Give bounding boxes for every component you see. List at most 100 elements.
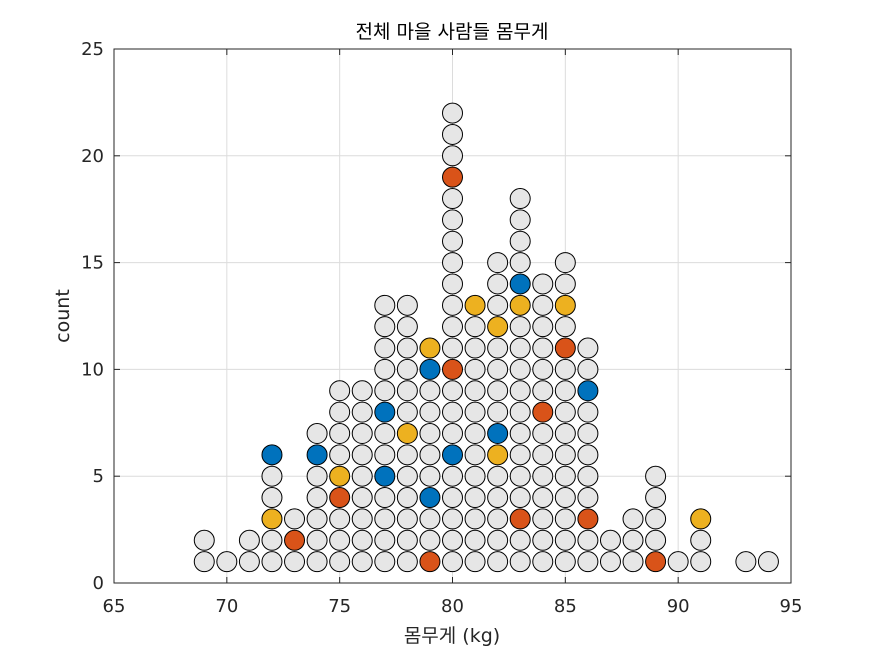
data-point-yellow xyxy=(487,444,509,466)
data-point xyxy=(509,529,531,551)
data-point xyxy=(554,358,576,380)
data-point xyxy=(509,337,531,359)
data-point xyxy=(554,273,576,295)
data-point xyxy=(487,273,509,295)
data-point xyxy=(487,337,509,359)
data-point xyxy=(554,551,576,573)
data-point xyxy=(532,444,554,466)
data-point xyxy=(396,401,418,423)
data-point xyxy=(577,465,599,487)
data-point xyxy=(577,401,599,423)
data-point xyxy=(442,294,463,316)
data-point xyxy=(261,529,283,551)
data-point xyxy=(532,465,554,487)
data-point xyxy=(487,380,509,402)
data-point xyxy=(396,337,418,359)
data-point xyxy=(509,252,531,274)
data-point xyxy=(645,465,667,487)
y-tick-label: 5 xyxy=(93,466,104,487)
data-point xyxy=(690,529,712,551)
data-point xyxy=(487,529,509,551)
x-tick-label: 85 xyxy=(554,596,577,617)
data-point xyxy=(351,444,373,466)
x-tick-label: 75 xyxy=(328,596,351,617)
data-point xyxy=(487,508,509,530)
data-point xyxy=(419,529,441,551)
y-tick-label: 20 xyxy=(81,146,104,167)
data-point xyxy=(306,422,328,444)
data-point xyxy=(374,444,396,466)
data-point xyxy=(532,337,554,359)
data-point xyxy=(442,252,463,274)
data-point xyxy=(509,380,531,402)
data-point xyxy=(351,422,373,444)
data-point-yellow xyxy=(464,294,486,316)
data-point-orange xyxy=(554,337,576,359)
data-point xyxy=(532,508,554,530)
data-point xyxy=(216,551,238,573)
data-point xyxy=(577,337,599,359)
data-point xyxy=(509,422,531,444)
data-point xyxy=(487,401,509,423)
data-point xyxy=(396,465,418,487)
data-point-orange xyxy=(577,508,599,530)
data-point-yellow xyxy=(396,422,418,444)
data-point xyxy=(464,465,486,487)
data-point xyxy=(442,551,463,573)
data-point xyxy=(464,380,486,402)
data-point xyxy=(442,380,463,402)
chart-title: 전체 마을 사람들 몸무게 xyxy=(356,21,549,43)
data-point xyxy=(442,487,463,509)
data-point-blue xyxy=(419,358,441,380)
data-point xyxy=(464,316,486,338)
data-point xyxy=(238,529,260,551)
data-point xyxy=(577,422,599,444)
y-tick-label: 0 xyxy=(93,573,104,594)
data-point xyxy=(509,188,531,210)
data-point xyxy=(532,316,554,338)
data-point xyxy=(351,529,373,551)
data-point xyxy=(622,508,644,530)
data-point xyxy=(442,422,463,444)
data-point xyxy=(442,316,463,338)
data-point xyxy=(554,508,576,530)
data-point xyxy=(396,487,418,509)
data-point xyxy=(351,487,373,509)
data-point xyxy=(351,551,373,573)
data-point xyxy=(554,422,576,444)
data-point xyxy=(442,145,463,167)
data-point xyxy=(261,465,283,487)
data-point xyxy=(351,380,373,402)
data-point xyxy=(577,529,599,551)
data-point xyxy=(419,401,441,423)
data-point xyxy=(238,551,260,573)
data-point xyxy=(261,487,283,509)
data-point xyxy=(419,465,441,487)
data-point xyxy=(645,529,667,551)
data-point-blue xyxy=(419,487,441,509)
y-tick-label: 15 xyxy=(81,253,104,274)
data-point xyxy=(464,529,486,551)
data-point xyxy=(464,551,486,573)
data-point xyxy=(419,444,441,466)
data-point xyxy=(329,508,351,530)
data-point-orange xyxy=(509,508,531,530)
data-point xyxy=(329,551,351,573)
data-point xyxy=(442,230,463,252)
data-point xyxy=(464,337,486,359)
data-point xyxy=(374,508,396,530)
data-point xyxy=(351,401,373,423)
data-point xyxy=(329,401,351,423)
data-point xyxy=(532,380,554,402)
data-point xyxy=(645,487,667,509)
data-point xyxy=(509,444,531,466)
data-point xyxy=(464,487,486,509)
data-point-yellow xyxy=(419,337,441,359)
data-point xyxy=(464,508,486,530)
data-point xyxy=(464,422,486,444)
data-point xyxy=(509,316,531,338)
data-point xyxy=(329,444,351,466)
data-point xyxy=(351,508,373,530)
data-point-blue xyxy=(374,465,396,487)
data-point xyxy=(261,551,283,573)
